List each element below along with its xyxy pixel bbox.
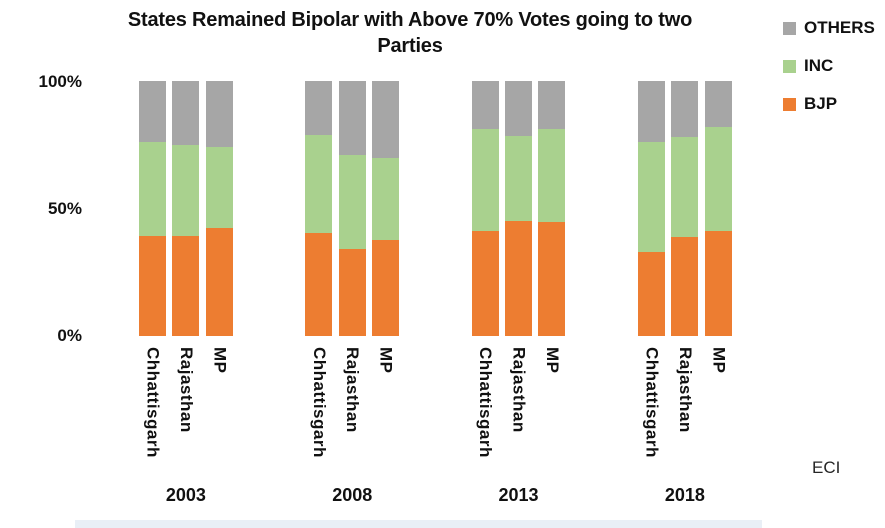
bar-segment-bjp (172, 236, 200, 336)
x-axis-state-label: MP (210, 347, 230, 374)
bar-segment-inc (305, 134, 333, 234)
bar-2018-chhattisgarh (637, 81, 665, 337)
y-axis-tick-0: 0% (57, 326, 82, 345)
bar-2003-chhattisgarh (139, 81, 166, 336)
bar-segment-others (172, 81, 200, 145)
legend-item-inc: INC (783, 56, 875, 75)
bar-segment-inc (637, 142, 665, 252)
bar-segment-bjp (471, 231, 499, 336)
chart-title: States Remained Bipolar with Above 70% V… (40, 7, 780, 59)
chart-title-line2: Parties (377, 35, 443, 57)
source-label: ECI (812, 458, 841, 477)
bar-segment-inc (205, 147, 233, 228)
legend-label-inc: INC (804, 56, 834, 75)
bar-2013-rajasthan (505, 81, 533, 336)
bar-segment-bjp (637, 251, 665, 337)
chart-title-line1: States Remained Bipolar with Above 70% V… (127, 9, 693, 31)
bar-segment-others (505, 81, 533, 137)
bar-segment-others (671, 81, 699, 137)
bar-segment-inc (471, 128, 499, 232)
legend-item-others: OTHERS (783, 18, 875, 37)
bar-segment-inc (505, 136, 533, 221)
bar-segment-bjp (704, 231, 732, 336)
bar-segment-others (305, 81, 333, 135)
bar-segment-others (338, 81, 366, 155)
bar-segment-bjp (538, 221, 566, 336)
y-axis-tick-50: 50% (47, 199, 82, 218)
bar-segment-others (637, 81, 665, 143)
bar-2003-rajasthan (172, 81, 200, 336)
bar-2018-rajasthan (671, 81, 699, 336)
x-axis-state-label: MP (709, 347, 729, 374)
bar-segment-inc (139, 142, 166, 236)
bar-segment-inc (671, 136, 699, 238)
bar-segment-inc (704, 127, 732, 232)
x-axis-state-label: Chhattisgarh (642, 347, 662, 458)
bar-2018-mp (704, 81, 732, 336)
bar-segment-bjp (372, 240, 400, 336)
legend-swatch-others-icon (783, 21, 796, 35)
bar-2003-mp (205, 81, 233, 336)
x-axis-state-label: MP (542, 347, 562, 374)
x-axis-state-label: MP (376, 347, 396, 374)
bar-segment-bjp (205, 227, 233, 336)
x-axis-state-label: Rajasthan (675, 347, 695, 433)
x-axis-state-label: Chhattisgarh (476, 347, 496, 458)
bar-segment-others (538, 81, 566, 129)
legend-label-bjp: BJP (804, 94, 838, 113)
x-axis-state-label: Chhattisgarh (143, 347, 163, 458)
bar-segment-bjp (671, 237, 699, 336)
bar-segment-others (139, 81, 166, 143)
x-axis-state-label: Rajasthan (509, 347, 529, 433)
bar-segment-bjp (338, 248, 366, 336)
x-axis-state-label: Rajasthan (343, 347, 363, 433)
bar-2013-chhattisgarh (471, 81, 499, 336)
bar-2008-chhattisgarh (305, 81, 333, 337)
bar-2013-mp (538, 81, 566, 336)
bottom-strip (75, 520, 762, 528)
x-axis-state-label: Rajasthan (176, 347, 196, 433)
bar-segment-inc (538, 128, 566, 222)
bar-2008-mp (372, 81, 400, 336)
bar-segment-bjp (139, 235, 166, 336)
legend-label-others: OTHERS (804, 18, 875, 37)
legend-swatch-inc-icon (783, 59, 796, 73)
x-axis-year-label: 2003 (165, 485, 206, 505)
bar-segment-bjp (505, 220, 533, 336)
bar-segment-bjp (305, 233, 333, 337)
bar-segment-inc (338, 154, 366, 249)
bar-2008-rajasthan (338, 81, 366, 336)
bar-segment-others (205, 81, 233, 148)
legend: OTHERS INC BJP (783, 18, 875, 135)
x-axis-year-label: 2008 (332, 485, 373, 505)
legend-swatch-bjp-icon (783, 97, 796, 111)
legend-item-bjp: BJP (783, 94, 875, 113)
x-axis-year-label: 2013 (498, 485, 539, 505)
x-axis-state-label: Chhattisgarh (309, 347, 329, 458)
bar-segment-others (471, 81, 499, 129)
bar-segment-others (372, 81, 400, 158)
bar-segment-inc (172, 145, 200, 237)
bar-segment-inc (372, 157, 400, 241)
x-axis-year-label: 2018 (664, 485, 705, 505)
bar-segment-others (704, 81, 732, 128)
y-axis-tick-100: 100% (38, 72, 82, 91)
